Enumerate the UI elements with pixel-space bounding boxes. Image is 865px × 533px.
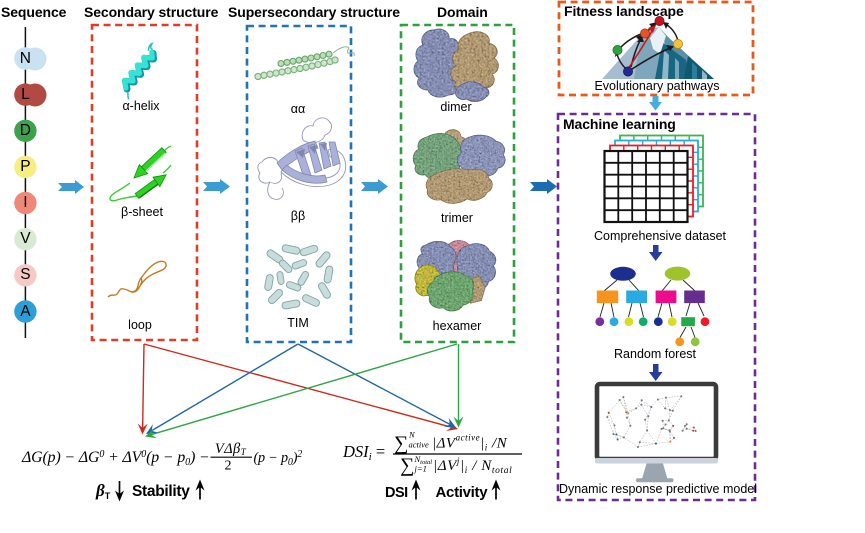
svg-text:N: N: [408, 430, 416, 440]
svg-text:Stability: Stability: [132, 483, 190, 500]
svg-text:βT: βT: [95, 481, 111, 501]
svg-text:ΔG(p) − ΔG0 + ΔV0(p − p0) −: ΔG(p) − ΔG0 + ΔV0(p − p0) −: [21, 449, 210, 468]
svg-text:active: active: [409, 440, 430, 450]
svg-text:Activity: Activity: [436, 484, 489, 501]
svg-text:j=1: j=1: [414, 464, 427, 474]
svg-text:DSIi =: DSIi =: [342, 442, 385, 463]
svg-text:DSI: DSI: [385, 485, 408, 501]
svg-text:|ΔVactive|i /N: |ΔVactive|i /N: [432, 433, 508, 453]
svg-text:|ΔVj|i / Ntotal: |ΔVj|i / Ntotal: [433, 456, 512, 476]
svg-text:∑: ∑: [394, 433, 408, 455]
svg-text:2: 2: [225, 459, 232, 474]
svg-text:(p − p0)2: (p − p0)2: [254, 449, 303, 468]
svg-text:VΔβT: VΔβT: [215, 441, 247, 457]
svg-text:∑: ∑: [400, 455, 414, 477]
